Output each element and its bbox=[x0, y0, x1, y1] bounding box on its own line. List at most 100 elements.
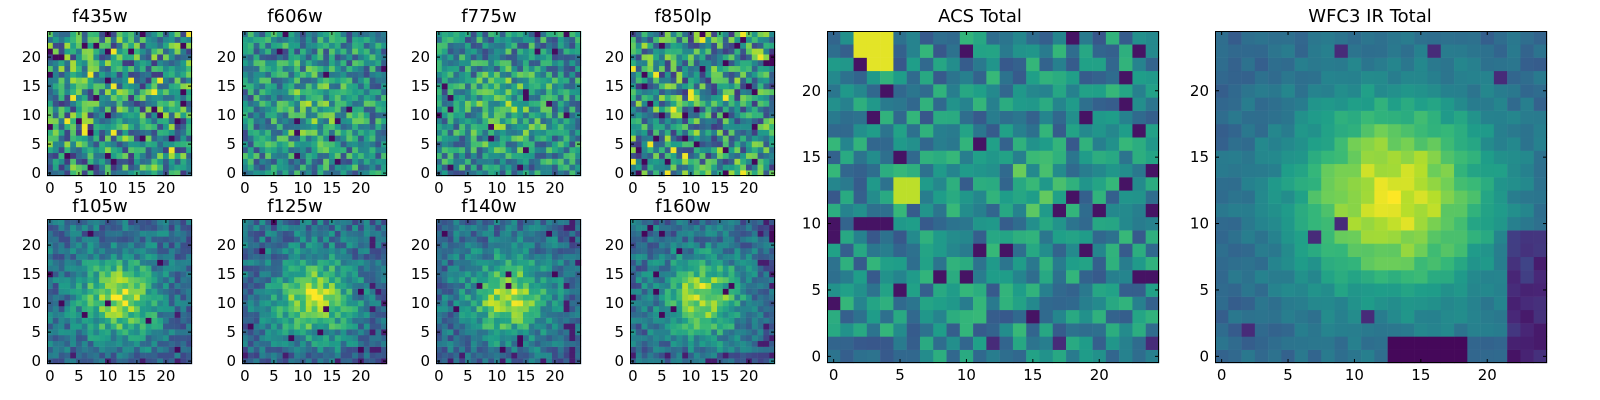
heatmap-cell bbox=[105, 60, 112, 67]
heatmap-cell bbox=[352, 141, 359, 148]
heatmap-cell bbox=[511, 65, 518, 72]
x-tick-label: 5 bbox=[74, 367, 84, 385]
heatmap-cell bbox=[163, 123, 170, 130]
heatmap-cell bbox=[70, 83, 77, 90]
heatmap-cell bbox=[93, 288, 100, 295]
heatmap-cell bbox=[534, 236, 541, 243]
heatmap-cell bbox=[369, 277, 376, 284]
heatmap-cell bbox=[699, 306, 706, 313]
heatmap-cell bbox=[99, 100, 106, 107]
heatmap-cell bbox=[682, 340, 689, 347]
heatmap-cell bbox=[157, 31, 164, 38]
heatmap-cell bbox=[70, 277, 77, 284]
heatmap-cell bbox=[242, 129, 249, 136]
heatmap-cell bbox=[174, 170, 181, 177]
heatmap-cell bbox=[641, 277, 648, 284]
heatmap-cell bbox=[470, 323, 477, 330]
heatmap-cell bbox=[134, 118, 141, 125]
heatmap-cell bbox=[488, 242, 495, 249]
heatmap-cell bbox=[635, 65, 642, 72]
heatmap-cell bbox=[317, 277, 324, 284]
heatmap-cell bbox=[381, 135, 388, 142]
heatmap-cell bbox=[375, 48, 382, 55]
heatmap-cell bbox=[110, 129, 117, 136]
heatmap-cell bbox=[282, 271, 289, 278]
heatmap-cell bbox=[128, 236, 135, 243]
heatmap-cell bbox=[369, 219, 376, 226]
heatmap-cell bbox=[528, 242, 535, 249]
heatmap-cell bbox=[265, 242, 272, 249]
heatmap-cell bbox=[363, 89, 370, 96]
heatmap-cell bbox=[93, 100, 100, 107]
heatmap-cell bbox=[334, 288, 341, 295]
heatmap-cell bbox=[186, 230, 193, 237]
heatmap-cell bbox=[641, 65, 648, 72]
heatmap-cell bbox=[746, 54, 753, 61]
heatmap-cell bbox=[569, 282, 576, 289]
heatmap-cell bbox=[375, 54, 382, 61]
heatmap-cell bbox=[763, 317, 770, 324]
heatmap-cell bbox=[459, 335, 466, 342]
heatmap-cell bbox=[128, 71, 135, 78]
heatmap-cell bbox=[105, 158, 112, 165]
heatmap-cell bbox=[99, 36, 106, 43]
heatmap-cell bbox=[259, 123, 266, 130]
heatmap-cell bbox=[323, 335, 330, 342]
heatmap-cell bbox=[52, 54, 59, 61]
heatmap-cell bbox=[340, 253, 347, 260]
heatmap-cell bbox=[734, 135, 741, 142]
heatmap-cell bbox=[540, 112, 547, 119]
heatmap-cell bbox=[375, 118, 382, 125]
heatmap-cell bbox=[157, 265, 164, 272]
heatmap-cell bbox=[128, 323, 135, 330]
heatmap-cell bbox=[247, 60, 254, 67]
heatmap-cell bbox=[653, 288, 660, 295]
plot-frame bbox=[242, 219, 387, 364]
heatmap-cell bbox=[381, 253, 388, 260]
heatmap-cell bbox=[271, 118, 278, 125]
heatmap-cell bbox=[168, 346, 175, 353]
heatmap-cell bbox=[288, 253, 295, 260]
heatmap-cell bbox=[711, 335, 718, 342]
heatmap-cell bbox=[334, 335, 341, 342]
heatmap-cell bbox=[300, 83, 307, 90]
heatmap-cell bbox=[145, 340, 152, 347]
heatmap-cell bbox=[139, 253, 146, 260]
heatmap-cell bbox=[528, 170, 535, 177]
heatmap-cell bbox=[122, 294, 129, 301]
heatmap-cell bbox=[76, 253, 83, 260]
heatmap-cell bbox=[282, 242, 289, 249]
heatmap-cell bbox=[447, 147, 454, 154]
heatmap-cell bbox=[174, 300, 181, 307]
heatmap-cell bbox=[352, 60, 359, 67]
heatmap-cell bbox=[476, 271, 483, 278]
heatmap-cell bbox=[552, 36, 559, 43]
heatmap-cell bbox=[151, 271, 158, 278]
heatmap-cell bbox=[317, 135, 324, 142]
heatmap-cell bbox=[369, 164, 376, 171]
heatmap-cell bbox=[311, 77, 318, 84]
heatmap-cell bbox=[699, 89, 706, 96]
heatmap-cell bbox=[763, 83, 770, 90]
heatmap-cell bbox=[728, 323, 735, 330]
heatmap-cell bbox=[340, 323, 347, 330]
heatmap-cell bbox=[630, 118, 637, 125]
heatmap-cell bbox=[505, 300, 512, 307]
heatmap-cell bbox=[288, 106, 295, 113]
heatmap-cell bbox=[52, 335, 59, 342]
heatmap-cell bbox=[334, 170, 341, 177]
heatmap-cell bbox=[265, 224, 272, 231]
heatmap-cell bbox=[288, 147, 295, 154]
heatmap-cell bbox=[323, 65, 330, 72]
heatmap-cell bbox=[259, 277, 266, 284]
heatmap-cell bbox=[311, 323, 318, 330]
heatmap-cell bbox=[145, 306, 152, 313]
heatmap-cell bbox=[358, 277, 365, 284]
heatmap-cell bbox=[358, 106, 365, 113]
heatmap-cell bbox=[334, 224, 341, 231]
heatmap-cell bbox=[163, 83, 170, 90]
heatmap-cell bbox=[699, 282, 706, 289]
heatmap-cell bbox=[151, 118, 158, 125]
heatmap-cell bbox=[740, 71, 747, 78]
heatmap-cell bbox=[81, 219, 88, 226]
